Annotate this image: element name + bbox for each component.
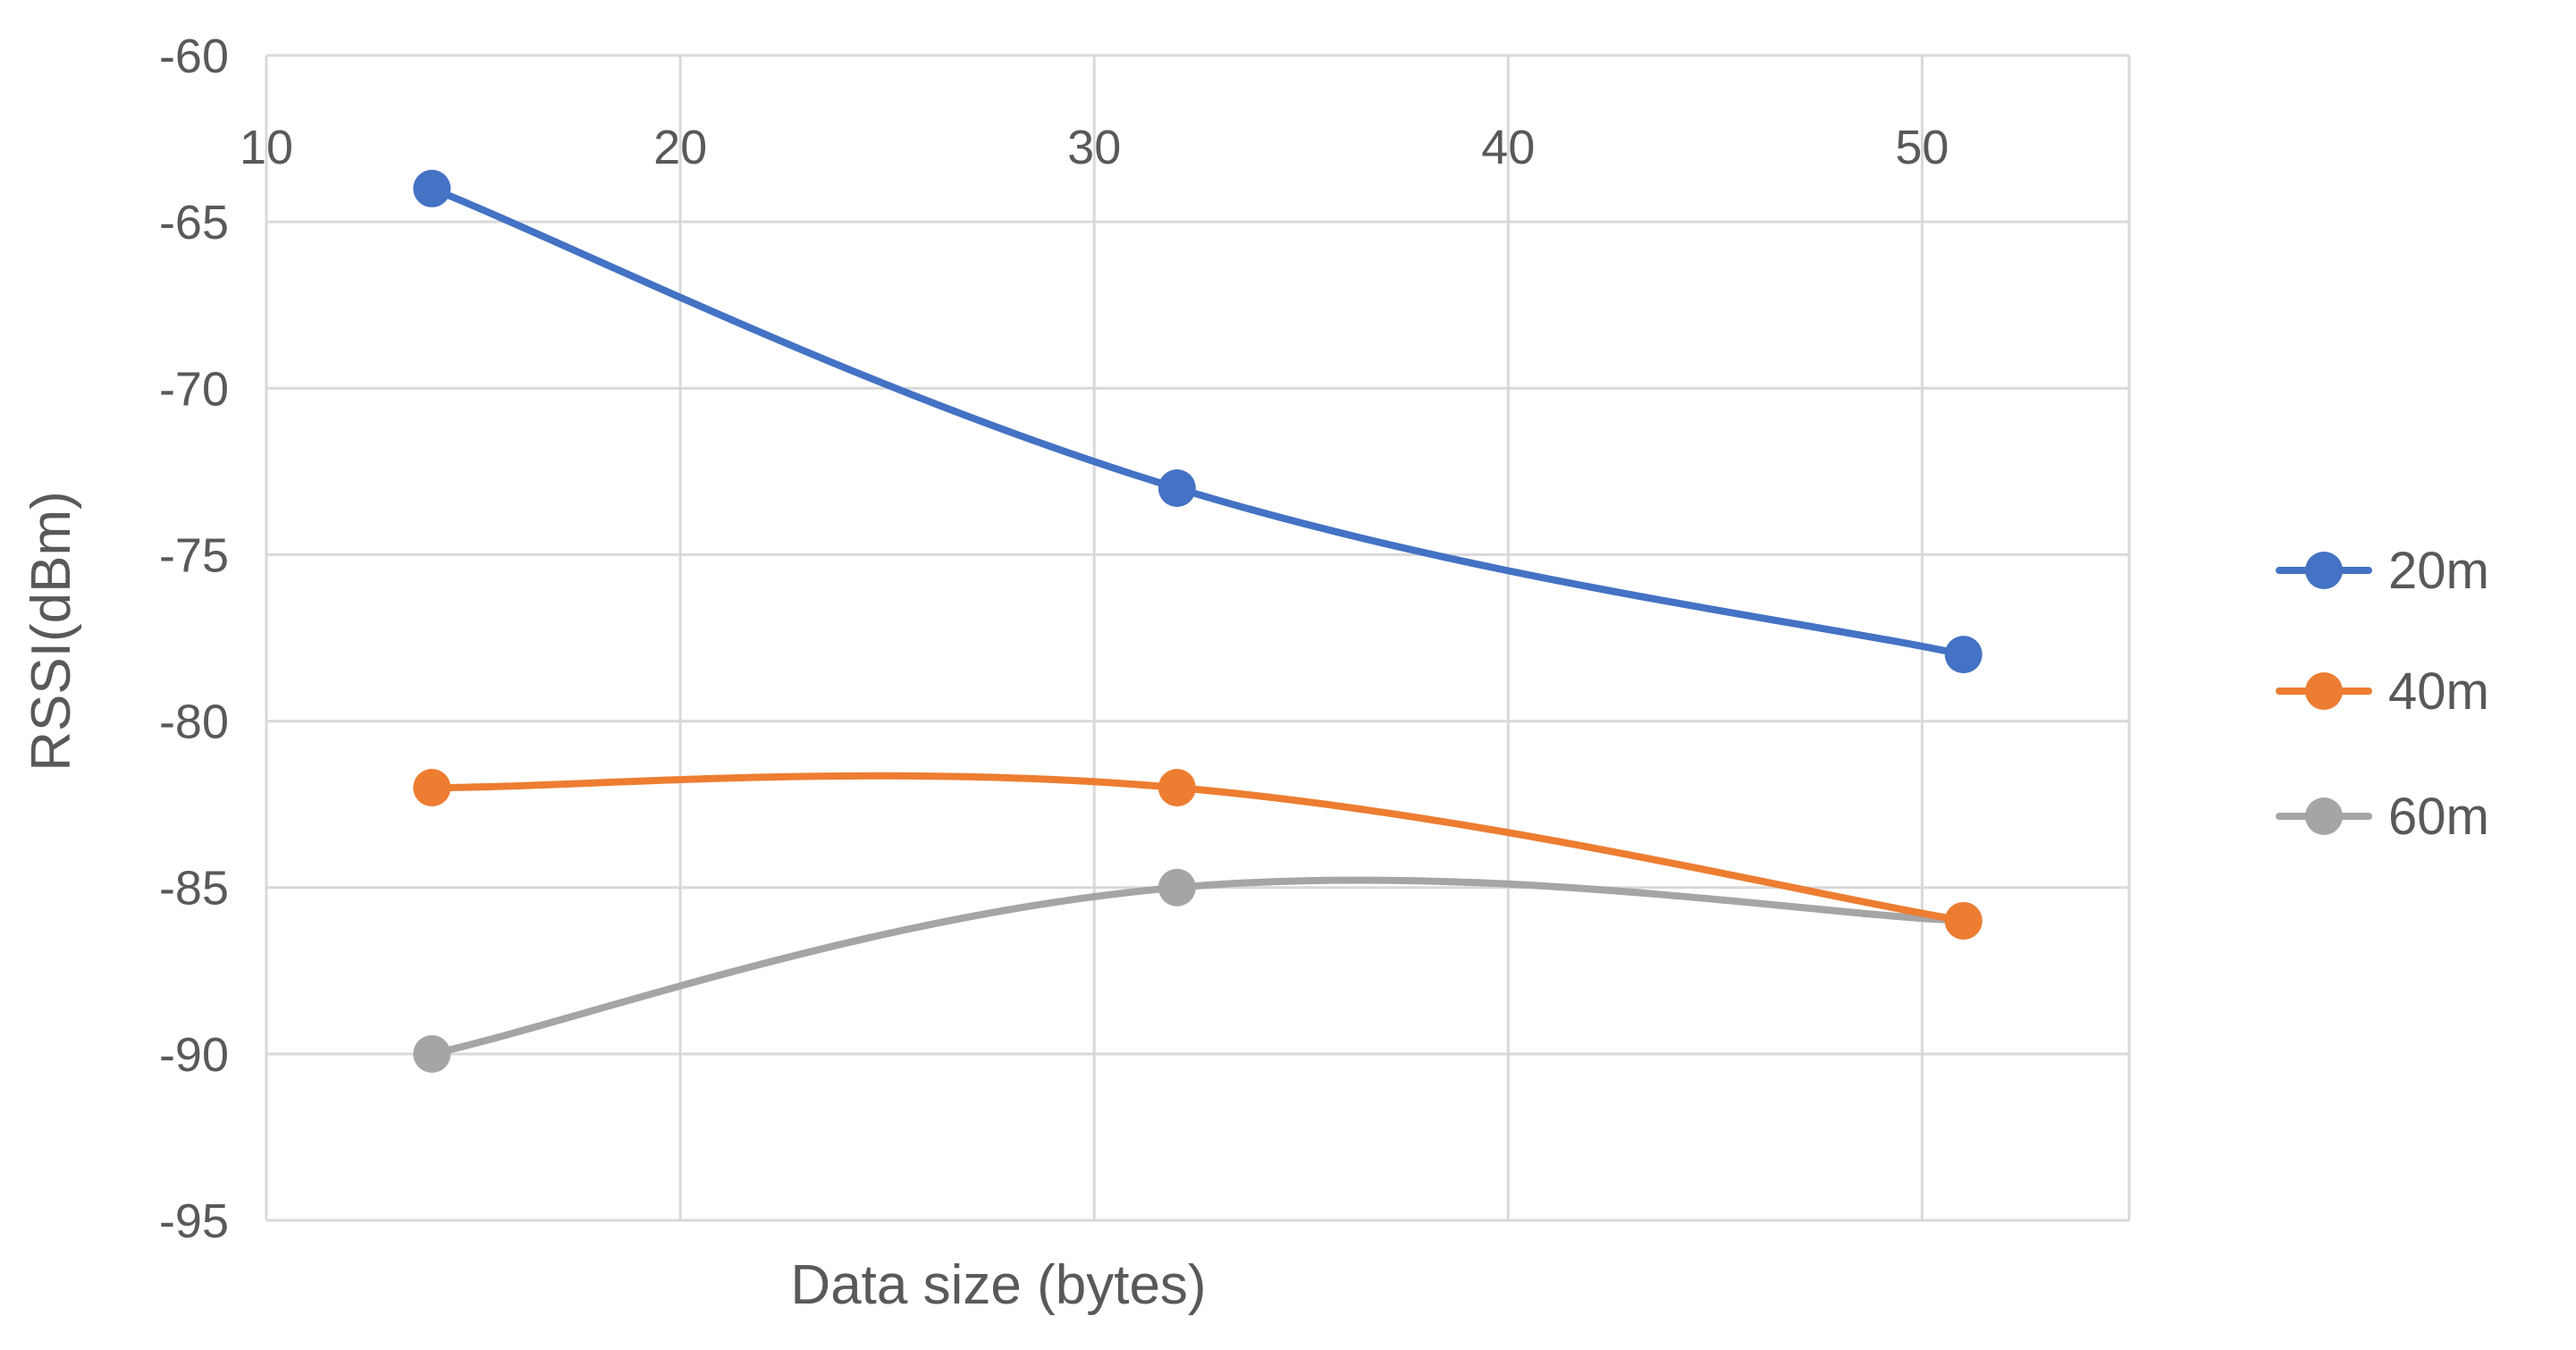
series-line-20m (428, 184, 1967, 659)
series-60m (413, 868, 1983, 1073)
legend: 20m 40m 60m (2276, 542, 2489, 846)
y-tick-label: -70 (159, 362, 229, 416)
legend-swatch-marker (2305, 672, 2343, 710)
data-point-20m (1158, 468, 1196, 507)
legend-swatch-marker (2305, 552, 2343, 589)
series-40m (413, 769, 1983, 940)
legend-item-60m: 60m (2276, 788, 2489, 846)
data-point-20m (1944, 636, 1983, 674)
series-20m (413, 169, 1983, 674)
data-point-40m (413, 769, 451, 807)
x-tick-label: 20 (653, 121, 707, 174)
x-tick-label: 10 (240, 121, 293, 174)
legend-label: 20m (2388, 542, 2489, 600)
series (413, 169, 1983, 1073)
x-axis-title: Data size (bytes) (790, 1254, 1206, 1316)
legend-swatch-marker (2305, 797, 2343, 835)
axes (265, 55, 2129, 1222)
series-line-60m (428, 876, 1967, 1058)
x-tick-label: 30 (1067, 121, 1121, 174)
y-axis-title: RSSI(dBm) (21, 491, 82, 771)
x-tick-label: 40 (1481, 121, 1535, 174)
grid (265, 54, 2131, 1220)
y-tick-label: -95 (159, 1194, 229, 1248)
y-tick-label: -85 (159, 862, 229, 915)
data-point-60m (1158, 868, 1196, 907)
x-tick-label: 50 (1895, 121, 1949, 174)
tick-labels: -60 -65 -70 -75 -80 -85 -90 -95 10 20 30 40 50 (159, 30, 1949, 1248)
data-point-40m (1158, 769, 1196, 807)
legend-item-20m: 20m (2276, 542, 2489, 600)
y-tick-label: -80 (159, 696, 229, 749)
y-tick-label: -60 (159, 30, 229, 83)
data-point-20m (413, 169, 451, 207)
y-tick-label: -75 (159, 528, 229, 582)
legend-item-40m: 40m (2276, 662, 2489, 721)
legend-label: 60m (2388, 788, 2489, 846)
y-tick-label: -65 (159, 196, 229, 249)
y-tick-label: -90 (159, 1028, 229, 1082)
data-point-40m (1944, 901, 1983, 940)
legend-label: 40m (2388, 662, 2489, 721)
data-point-60m (413, 1034, 451, 1073)
